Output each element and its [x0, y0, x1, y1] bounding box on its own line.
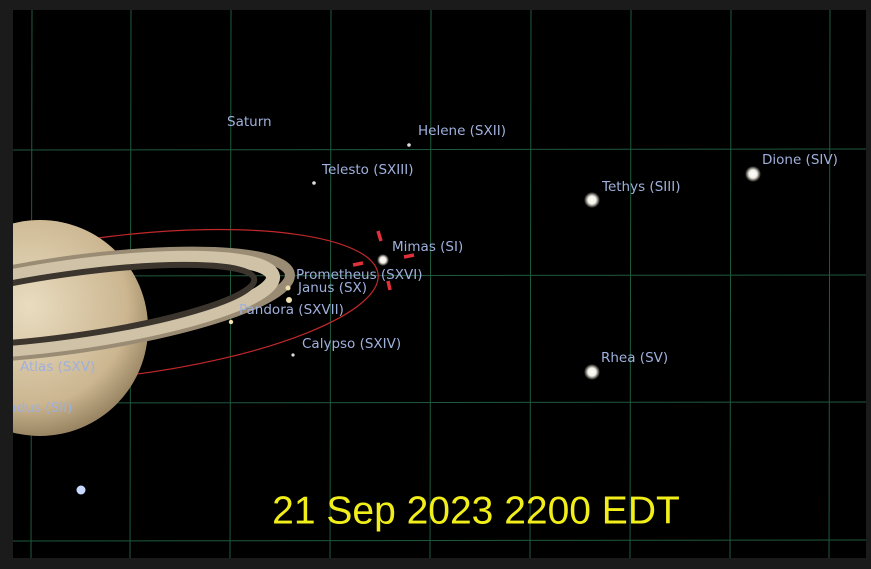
- moon: [407, 143, 411, 147]
- object-label: Atlas (SXV): [20, 359, 95, 375]
- moon: [286, 286, 291, 291]
- page: Saturn Helene (SXII) Telesto (SXIII) Dio…: [0, 0, 871, 569]
- object-label: Calypso (SXIV): [302, 336, 401, 352]
- reticle-tick: [353, 263, 363, 265]
- object-label: Helene (SXII): [418, 123, 506, 139]
- reticle-tick: [404, 255, 414, 257]
- object-label: Mimas (SI): [392, 239, 463, 255]
- object-label: Tethys (SIII): [601, 179, 680, 195]
- moon: [312, 181, 316, 185]
- viewport: Saturn Helene (SXII) Telesto (SXIII) Dio…: [0, 10, 866, 558]
- moon: [584, 192, 600, 208]
- moon: [291, 353, 294, 356]
- moon: [584, 364, 600, 380]
- object-label: Janus (SX): [297, 280, 367, 296]
- object-label: Pandora (SXVII): [239, 302, 344, 318]
- sky-view: Saturn Helene (SXII) Telesto (SXIII) Dio…: [0, 0, 871, 569]
- object-label: Rhea (SV): [601, 350, 668, 366]
- sky: [13, 10, 866, 558]
- star: [77, 486, 86, 495]
- moon: [745, 166, 761, 182]
- moon: [377, 254, 389, 266]
- moon: [229, 320, 233, 324]
- object-label: Saturn: [227, 114, 272, 130]
- object-label: Dione (SIV): [762, 152, 838, 168]
- object-label: Telesto (SXIII): [321, 162, 414, 178]
- timestamp: 21 Sep 2023 2200 EDT: [272, 489, 680, 532]
